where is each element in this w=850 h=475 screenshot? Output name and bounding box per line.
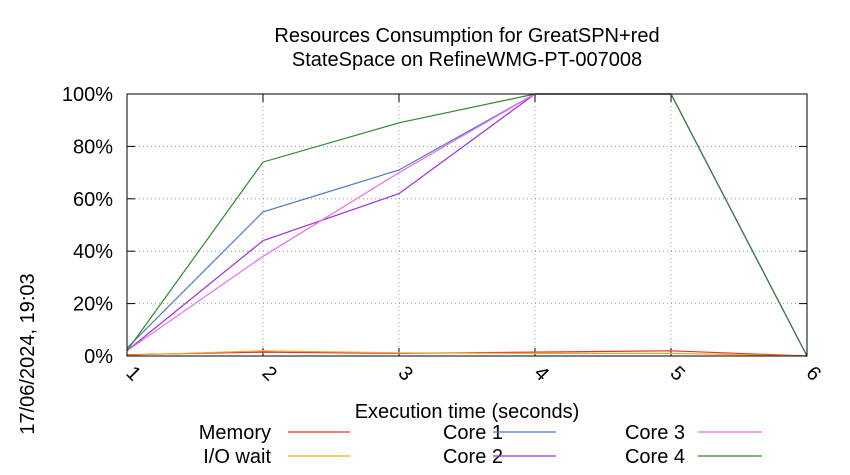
legend-label-i-o-wait: I/O wait [203, 446, 271, 468]
y-tick-label: 80% [73, 136, 113, 158]
series-line-i-o-wait [126, 350, 808, 357]
chart-title-line-1: Resources Consumption for GreatSPN+red [274, 25, 659, 47]
legend-label-core-4: Core 4 [625, 446, 685, 468]
x-axis-label: Execution time (seconds) [355, 401, 580, 423]
series-lines [126, 93, 808, 357]
legend-label-core-2: Core 2 [443, 446, 503, 468]
x-axis: 1 2 3 4 5 6 [122, 94, 825, 385]
x-tick-label: 6 [802, 362, 825, 385]
grid [127, 94, 807, 356]
series-line-core-4 [126, 93, 808, 357]
legend-label-core-3: Core 3 [625, 422, 685, 444]
y-tick-label: 20% [73, 294, 113, 316]
x-tick-label: 5 [666, 362, 689, 385]
series-line-core-3 [126, 93, 808, 357]
x-tick-label: 2 [258, 362, 281, 385]
x-tick-label: 3 [394, 362, 417, 385]
legend-label-core-1: Core 1 [443, 422, 503, 444]
legend-label-memory: Memory [199, 422, 271, 444]
y-tick-label: 40% [73, 241, 113, 263]
x-tick-label: 4 [530, 362, 553, 385]
y-tick-label: 60% [73, 189, 113, 211]
y-tick-label: 100% [62, 84, 113, 106]
timestamp-label: 17/06/2024, 19:03 [17, 273, 39, 434]
x-tick-label: 1 [122, 362, 145, 385]
chart-title-line-2: StateSpace on RefineWMG-PT-007008 [292, 49, 642, 71]
y-tick-label: 0% [84, 346, 113, 368]
plot-frame [126, 93, 808, 357]
y-axis: 0% 20% 40% 60% 80% 100% [62, 84, 807, 368]
